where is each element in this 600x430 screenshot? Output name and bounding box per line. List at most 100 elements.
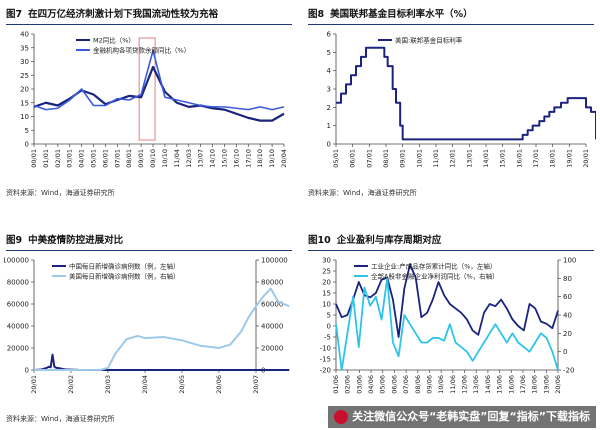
y-tick-label: 30 (20, 58, 29, 66)
figure-7-source: 资料来源：Wind，海通证券研究所 (6, 189, 115, 197)
legend-label-1: 金融机构各项贷款余额同比（%） (93, 46, 190, 55)
x-tick-label: 19/06 (542, 375, 550, 394)
series-line-1 (335, 277, 559, 371)
y-tick-label-right: 40000 (261, 323, 283, 331)
y-tick-label-right: 100000 (261, 257, 288, 265)
x-tick-label: 12/01 (449, 149, 457, 168)
series-line-1 (33, 49, 285, 111)
x-tick-label: 05/01 (332, 149, 340, 168)
y-tick-label: 25 (20, 72, 29, 80)
y-tick-label: 40000 (7, 323, 29, 331)
y-tick-label: 3 (327, 86, 331, 94)
x-tick-label: 18/10 (256, 149, 264, 168)
y-tick-label: -15 (320, 356, 331, 364)
x-tick-label: 10/10 (161, 149, 169, 168)
y-tick-label: 60000 (7, 301, 29, 309)
x-tick-label: 09/10 (149, 149, 157, 168)
legend-label-0: 中国每日新增确诊病例数（例，左轴） (69, 262, 180, 271)
figure-9-chart: 0200004000060000800001000000200004000060… (4, 257, 290, 394)
figure-8-title-text: 美国联邦基金目标利率水平（%） (330, 9, 473, 20)
x-tick-label: 10/01 (415, 149, 423, 168)
figure-8-panel: 图8 美国联邦基金目标利率水平（%） 0 1 2 3 4 5 6 05/01 06/01 07/01… (306, 4, 596, 204)
figure-10-title-text: 企业盈利与库存周期对应 (336, 235, 442, 246)
y-tick-label: 6 (327, 31, 332, 39)
y-tick-label: -20 (320, 367, 331, 375)
x-tick-label: 07/01 (113, 149, 121, 168)
highlight-box (138, 37, 156, 141)
x-tick-label: 16/10 (232, 149, 240, 168)
x-tick-label: 02/06 (344, 375, 352, 394)
x-tick-label: 01/01 (42, 149, 50, 168)
x-tick-label: 02/01 (54, 149, 62, 168)
x-tick-label: 03/01 (66, 149, 74, 168)
x-tick-label: 15/06 (496, 375, 504, 394)
y-tick-label: 15 (20, 99, 29, 107)
x-tick-label: 04/06 (367, 375, 375, 394)
legend-label-1: 全部A股非金融企业净利润同比（%，右轴） (371, 272, 499, 281)
y-tick-label-right: 80 (563, 275, 572, 283)
figure-10-number: 图10 (308, 235, 331, 246)
y-tick-label: 5 (327, 312, 331, 320)
y-tick-label: 20 (20, 86, 29, 94)
y-tick-label: 10 (322, 301, 331, 309)
figure-10-title: 图10 企业盈利与库存周期对应 (308, 232, 594, 251)
x-tick-label: 09/01 (399, 149, 407, 168)
y-tick-label-right: 20 (563, 330, 572, 338)
wechat-logo-icon (334, 410, 349, 424)
x-tick-label: 20/04 (141, 375, 149, 394)
y-tick-label-right: 80000 (261, 279, 283, 287)
y-tick-label: 20 (322, 279, 331, 287)
x-tick-label: 15/01 (499, 149, 507, 168)
x-tick-label: 16/06 (507, 375, 515, 394)
y-tick-label-right: 0 (563, 348, 567, 356)
series-line-0 (335, 263, 559, 338)
x-tick-label: 20/01 (582, 149, 590, 168)
y-tick-label: 5 (25, 127, 29, 135)
figure-10-panel: 图10 企业盈利与库存周期对应 -20 -15 -10 -5 0 5 10 15 20 25 30 -2… (306, 230, 596, 430)
x-tick-label: 20/02 (67, 375, 75, 394)
y-tick-label: 2 (327, 104, 331, 112)
y-tick-label-right: 40 (563, 312, 572, 320)
x-tick-label: 18/01 (549, 149, 557, 168)
figure-10-chart: -20 -15 -10 -5 0 5 10 15 20 25 30 -20 0 20 40 60 80 100 01… (320, 257, 577, 394)
x-tick-label: 17/06 (519, 375, 527, 394)
legend-label-0: M2同比（%） (93, 36, 135, 45)
y-tick-label: 25 (322, 268, 331, 276)
figure-9-panel: 图9 中美疫情防控进展对比 0 20000 40000 60000 80000 100000… (4, 230, 294, 430)
y-tick-label: 100000 (4, 257, 29, 265)
figure-7-title-text: 在四万亿经济刺激计划下我国流动性较为充裕 (28, 9, 219, 20)
legend-label-1: 美国每日新增确诊病例数（例，右轴） (69, 272, 180, 281)
x-tick-label: 11/06 (449, 375, 457, 394)
y-tick-label: 0 (25, 367, 29, 375)
figure-9-title: 图9 中美疫情防控进展对比 (6, 232, 292, 251)
x-tick-label: 09/06 (425, 375, 433, 394)
x-tick-label: 10/06 (437, 375, 445, 394)
y-tick-label: 0 (25, 141, 29, 149)
x-tick-label: 19/01 (565, 149, 573, 168)
x-tick-label: 11/04 (173, 149, 181, 168)
x-tick-label: 18/06 (531, 375, 539, 394)
y-tick-label-right: 20000 (261, 345, 283, 353)
y-tick-label: 20000 (7, 345, 29, 353)
x-tick-label: 12/03 (185, 149, 193, 168)
y-tick-label: 15 (322, 290, 331, 298)
figure-8-title: 图8 美国联邦基金目标利率水平（%） (308, 6, 594, 25)
x-tick-label: 09/01 (137, 149, 145, 168)
x-tick-label: 05/06 (379, 375, 387, 394)
legend-label-0: 工业企业:产成品存货累计同比（%，左轴） (371, 262, 496, 271)
figure-9-source: 资料来源：Wind，海通证券研究所 (6, 415, 115, 423)
y-tick-label: 30 (322, 257, 331, 265)
x-tick-label: 13/06 (472, 375, 480, 394)
figure-7-title: 图7 在四万亿经济刺激计划下我国流动性较为充裕 (6, 6, 292, 25)
x-tick-label: 20/06 (554, 375, 562, 394)
x-tick-label: 20/04 (280, 149, 288, 168)
figure-8-source: 资料来源：Wind，海通证券研究所 (308, 189, 417, 197)
x-tick-label: 04/01 (78, 149, 86, 168)
figure-9-number: 图9 (6, 235, 23, 246)
x-tick-label: 14/01 (482, 149, 490, 168)
legend-label-0: 美国:联邦基金目标利率 (395, 36, 463, 45)
figure-7-number: 图7 (6, 9, 23, 20)
wechat-watermark: 关注微信公众号“老韩实盘”回复“指标”下载指标 (328, 406, 596, 428)
y-tick-label: 4 (327, 67, 332, 75)
x-tick-label: 11/01 (432, 149, 440, 168)
